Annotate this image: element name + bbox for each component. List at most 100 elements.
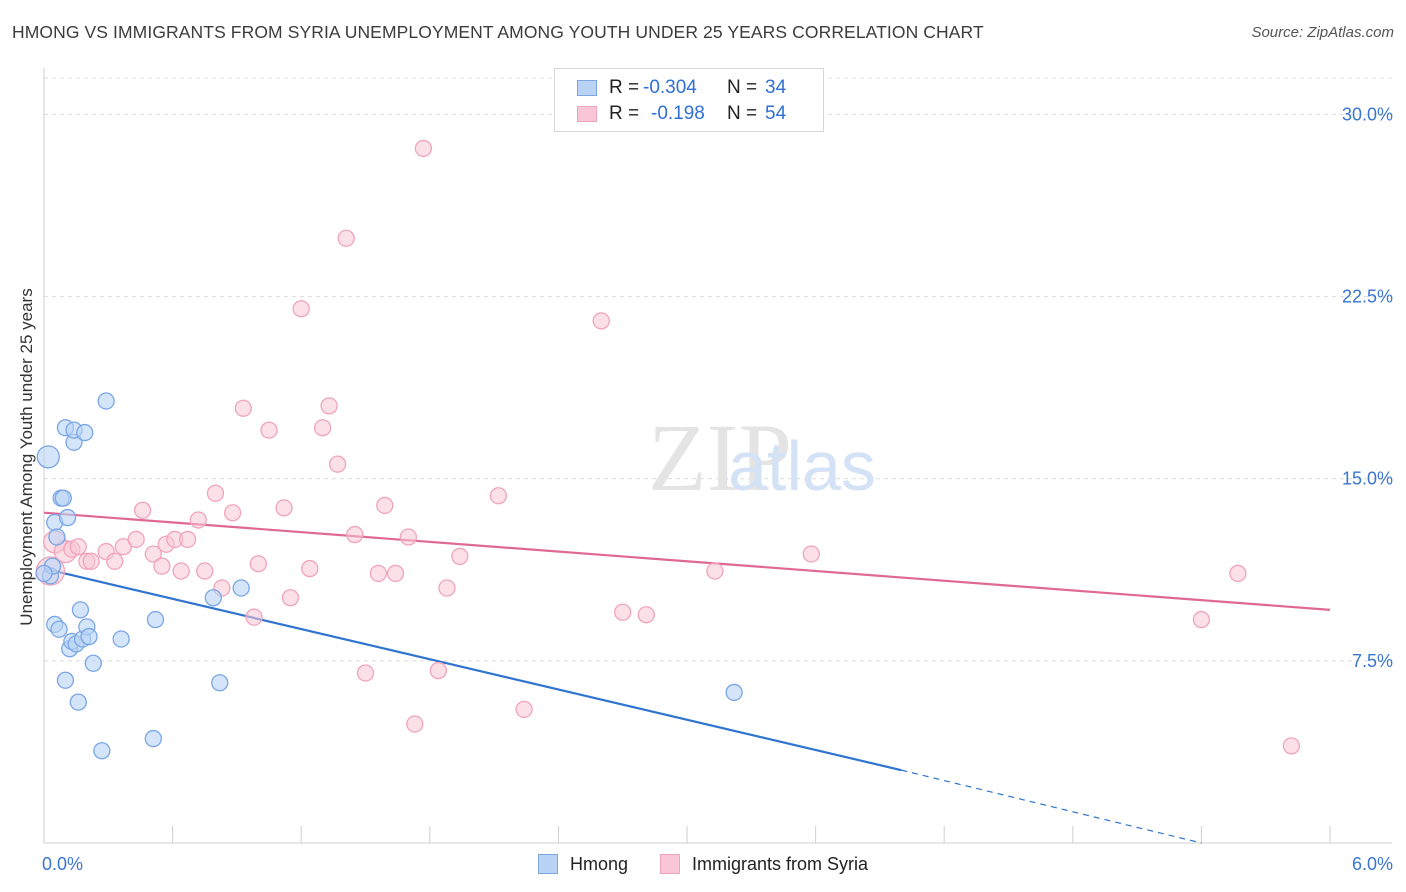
syria-point [127,530,145,549]
hmong-point [97,392,115,410]
series-syria-points [35,139,1301,755]
syria-point [245,608,263,626]
hmong-point [232,579,250,597]
hmong-point [76,423,94,442]
syria-point [313,419,332,437]
legend-label-hmong: Hmong [569,853,628,874]
syria-point [369,564,388,583]
syria-point [189,511,207,529]
syria-point [399,528,418,546]
hmong-point [56,671,75,689]
correlation-legend: R = -0.304 N = 34 R = -0.198 N = 54 [554,68,824,132]
x-tick-label: 0.0% [42,854,83,874]
syria-point [802,545,820,563]
syria-point [414,139,433,158]
watermark-atlas: atlas [728,427,876,505]
y-tick-label: 22.5% [1342,287,1393,307]
syria-point [106,552,124,570]
syria-point [515,700,533,719]
hmong-point [93,742,111,760]
legend-r-value: -0.304 [643,77,697,98]
x-tick-label: 6.0% [1352,854,1393,874]
legend-n-value: 54 [765,103,787,124]
y-tick-label: 15.0% [1342,469,1393,489]
hmong-point [80,627,98,646]
legend-row-syria: R = -0.198 N = 54 [577,102,786,126]
legend-r-label: R = [609,77,640,98]
hmong-point [144,729,162,748]
legend-swatch-hmong [577,80,597,96]
syria-point [489,487,508,505]
syria-point [1192,610,1211,629]
syria-point [406,715,424,733]
legend-swatch-syria [577,106,597,122]
y-tick-label: 7.5% [1352,651,1393,671]
legend-swatch-hmong [537,854,558,874]
syria-point [438,579,456,597]
y-tick-label: 30.0% [1342,104,1393,124]
hmong-point [204,589,222,607]
legend-row-hmong: R = -0.304 N = 34 [577,76,786,100]
legend-item-hmong[interactable]: Hmong [537,853,628,875]
tick-labels: 7.5% 15.0% 22.5% 30.0% 0.0% 6.0% [42,104,1393,874]
legend-n-label: N = [727,103,758,124]
trend-line-hmong [43,567,902,772]
syria-point [114,538,132,556]
legend-swatch-syria [660,854,680,874]
syria-point [637,606,655,624]
series-hmong-points [35,392,743,760]
hmong-point [725,683,743,702]
hmong-point [69,693,87,711]
hmong-point [35,564,53,583]
hmong-point [84,654,102,672]
syria-point [451,547,469,566]
trend-lines [43,511,1331,844]
hmong-point [71,601,90,619]
syria-point [706,562,724,580]
legend-label-syria: Immigrants from Syria [692,853,869,874]
hmong-point [211,674,229,692]
chart-title: HMONG VS IMMIGRANTS FROM SYRIA UNEMPLOYM… [12,22,984,42]
legend-n-value: 34 [765,77,787,98]
syria-point [260,421,278,439]
syria-point [82,552,100,570]
hmong-point [112,630,130,648]
syria-point [337,229,355,247]
hmong-point [58,508,77,527]
syria-point [328,455,347,473]
syria-point [281,589,300,607]
legend-n-label: N = [727,77,758,98]
syria-point [144,545,162,563]
syria-point [376,496,394,515]
syria-point [386,564,405,583]
syria-point [292,300,310,318]
hmong-point [146,610,165,629]
series-legend: Hmong Immigrants from Syria [0,850,1406,878]
watermark-zip: ZIP [648,404,792,511]
syria-point [614,603,632,621]
syria-point [592,312,610,330]
syria-point [320,397,338,415]
syria-point [1282,737,1301,755]
legend-r-value: -0.198 [651,103,705,124]
syria-point [429,661,448,680]
syria-point [346,525,364,544]
syria-point [153,557,171,575]
source-label: Source: ZipAtlas.com [1251,24,1394,41]
hmong-point [50,620,68,638]
syria-point [223,504,242,522]
syria-point [275,499,293,517]
syria-point [1229,564,1247,583]
syria-point [301,559,319,578]
syria-point [234,399,252,417]
syria-point [356,664,375,682]
syria-point [69,538,87,556]
syria-point [196,562,214,580]
hmong-point [36,445,60,469]
legend-r-label: R = [609,103,640,124]
syria-point [249,555,267,573]
legend-item-syria[interactable]: Immigrants from Syria [660,854,868,875]
hmong-point [54,489,72,507]
trend-line-syria [43,511,1331,611]
